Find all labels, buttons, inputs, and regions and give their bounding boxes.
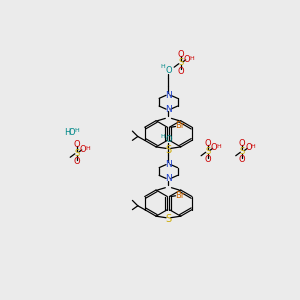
Text: O: O [165,66,172,75]
Text: N: N [165,91,172,100]
Text: H: H [64,128,71,137]
Text: S: S [74,148,80,158]
Text: H: H [251,144,256,149]
Text: O: O [80,145,87,154]
Text: N: N [165,105,172,114]
Text: O: O [211,143,217,152]
Text: O: O [177,67,184,76]
Text: O: O [204,139,211,148]
Text: H: H [74,128,79,133]
Text: N: N [165,174,172,183]
Text: O: O [165,136,172,145]
Text: O: O [239,155,246,164]
Text: S: S [240,147,245,156]
Text: S: S [178,58,183,68]
Text: S: S [205,147,210,156]
Text: O: O [184,55,190,64]
Text: S: S [165,214,171,224]
Text: O: O [204,155,211,164]
Text: H: H [189,56,194,61]
Text: O: O [177,50,184,59]
Text: N: N [165,160,172,169]
Text: H: H [85,146,90,151]
Text: Br: Br [176,121,185,130]
Text: O: O [74,140,80,149]
Text: Br: Br [176,190,185,200]
Text: H: H [160,134,165,139]
Text: H: H [160,64,165,69]
Text: O: O [69,128,75,137]
Text: O: O [74,157,80,166]
Text: O: O [239,139,246,148]
Text: S: S [165,145,171,155]
Text: O: O [245,143,252,152]
Text: H: H [216,144,221,149]
